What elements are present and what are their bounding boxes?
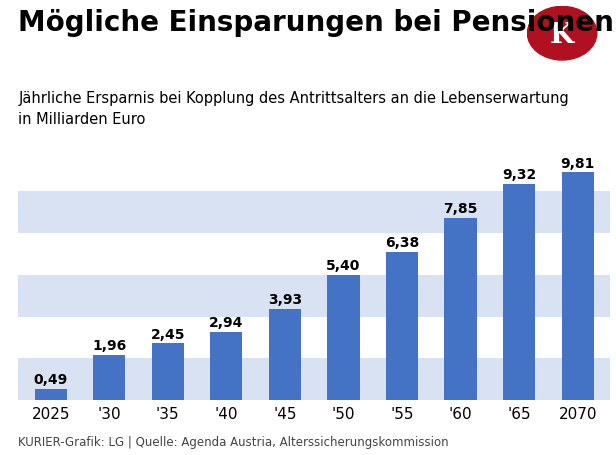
Bar	[386, 253, 418, 400]
Text: 2,45: 2,45	[150, 327, 185, 341]
Bar	[18, 192, 610, 233]
Bar	[152, 344, 184, 400]
Bar	[18, 359, 610, 400]
Text: 3,93: 3,93	[268, 293, 302, 307]
Text: Jährliche Ersparnis bei Kopplung des Antrittsalters an die Lebenserwartung
in Mi: Jährliche Ersparnis bei Kopplung des Ant…	[18, 91, 569, 127]
Text: 1,96: 1,96	[92, 338, 126, 352]
Text: 6,38: 6,38	[385, 236, 419, 250]
Text: 9,32: 9,32	[502, 168, 536, 182]
Text: 7,85: 7,85	[444, 202, 478, 216]
Bar	[210, 332, 243, 400]
Circle shape	[527, 7, 597, 61]
Bar	[93, 355, 125, 400]
Bar	[562, 173, 594, 400]
Text: K: K	[550, 22, 574, 49]
Text: 5,40: 5,40	[326, 258, 360, 273]
Bar	[18, 275, 610, 317]
Text: 9,81: 9,81	[561, 157, 595, 170]
Bar	[269, 309, 301, 400]
Text: 0,49: 0,49	[33, 372, 68, 386]
Text: Mögliche Einsparungen bei Pensionen: Mögliche Einsparungen bei Pensionen	[18, 9, 614, 37]
Bar	[34, 389, 67, 400]
Text: 2,94: 2,94	[209, 315, 243, 329]
Bar	[327, 275, 360, 400]
Bar	[444, 218, 477, 400]
Text: KURIER-Grafik: LG | Quelle: Agenda Austria, Alterssicherungskommission: KURIER-Grafik: LG | Quelle: Agenda Austr…	[18, 435, 449, 448]
Bar	[503, 184, 535, 400]
